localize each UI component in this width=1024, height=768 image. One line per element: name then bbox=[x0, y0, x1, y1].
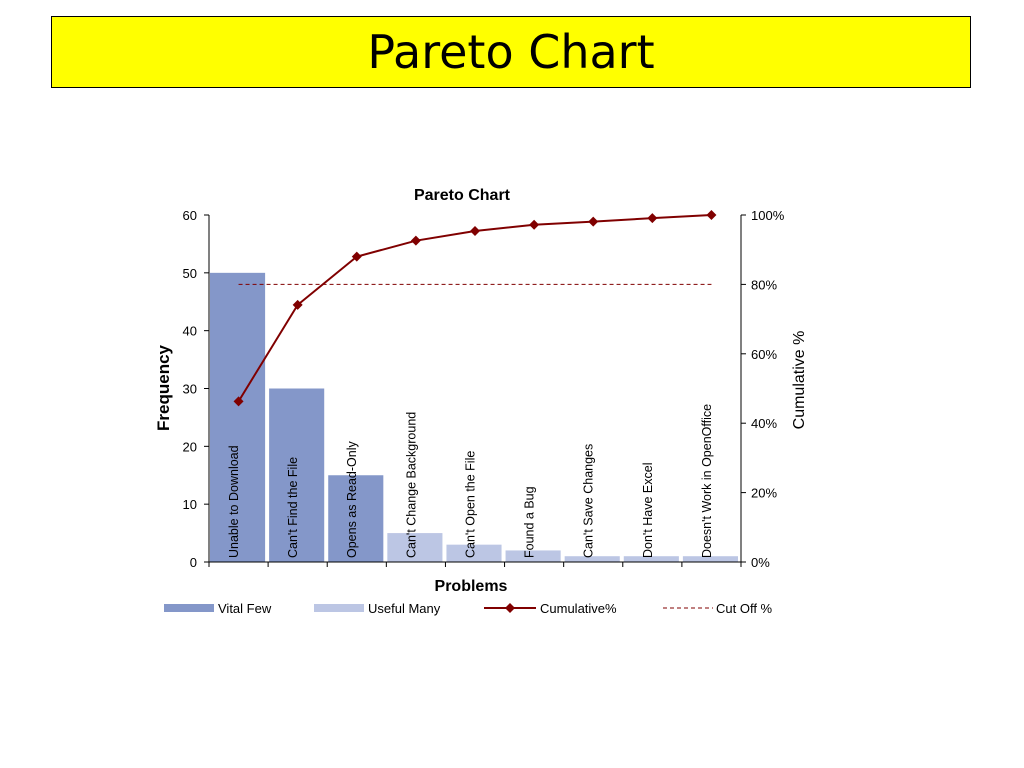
legend-label-vital-few: Vital Few bbox=[218, 601, 272, 616]
bar-vital-few-2 bbox=[328, 475, 384, 562]
bar-vital-few-1 bbox=[269, 388, 325, 562]
bar-useful-many-5 bbox=[505, 550, 561, 562]
legend-swatch-useful-many bbox=[314, 604, 364, 612]
cumulative-point-3 bbox=[410, 235, 421, 246]
y2-axis-label: Cumulative % bbox=[791, 331, 808, 430]
legend-label-cut-off: Cut Off % bbox=[716, 601, 773, 616]
category-label-6: Can't Save Changes bbox=[582, 444, 596, 558]
y2-tick-label: 0% bbox=[751, 555, 770, 570]
category-label-8: Doesn't Work in OpenOffice bbox=[700, 404, 714, 558]
legend-label-cumulative: Cumulative% bbox=[540, 601, 617, 616]
category-label-7: Don't Have Excel bbox=[641, 463, 655, 558]
category-label-4: Can't Open the File bbox=[463, 451, 477, 558]
y-axis-label: Frequency bbox=[154, 344, 173, 431]
y-tick-label: 40 bbox=[183, 324, 197, 339]
bar-useful-many-6 bbox=[564, 556, 620, 562]
cumulative-point-6 bbox=[588, 216, 599, 227]
y-tick-label: 0 bbox=[190, 555, 197, 570]
category-label-2: Opens as Read-Only bbox=[345, 441, 359, 558]
category-label-0: Unable to Download bbox=[227, 445, 241, 558]
cumulative-point-4 bbox=[470, 225, 480, 236]
slide-title-banner: Pareto Chart bbox=[51, 16, 971, 88]
bar-useful-many-8 bbox=[682, 556, 738, 562]
cumulative-point-0 bbox=[233, 396, 244, 407]
y2-tick-label: 80% bbox=[751, 277, 777, 292]
chart-title: Pareto Chart bbox=[414, 187, 511, 204]
y-tick-label: 30 bbox=[183, 382, 197, 397]
cumulative-point-5 bbox=[529, 219, 540, 230]
slide-title: Pareto Chart bbox=[367, 25, 655, 79]
x-axis-label: Problems bbox=[435, 578, 508, 595]
legend-label-useful-many: Useful Many bbox=[368, 601, 441, 616]
bar-useful-many-7 bbox=[623, 556, 679, 562]
y-tick-label: 10 bbox=[183, 497, 197, 512]
y2-tick-label: 40% bbox=[751, 416, 777, 431]
cumulative-point-1 bbox=[292, 299, 303, 310]
cumulative-line bbox=[237, 214, 712, 402]
legend-marker-cumulative bbox=[505, 603, 515, 613]
legend-swatch-vital-few bbox=[164, 604, 214, 612]
y2-tick-label: 20% bbox=[751, 486, 777, 501]
category-label-5: Found a Bug bbox=[523, 486, 537, 558]
y2-tick-label: 60% bbox=[751, 347, 777, 362]
y-tick-label: 20 bbox=[183, 439, 197, 454]
y-tick-label: 50 bbox=[183, 266, 197, 281]
bar-vital-few-0 bbox=[210, 272, 266, 562]
category-label-1: Can't Find the File bbox=[286, 457, 300, 558]
y2-tick-label: 100% bbox=[751, 208, 785, 223]
category-label-3: Can't Change Background bbox=[404, 412, 418, 558]
bar-useful-many-3 bbox=[387, 533, 443, 562]
cumulative-point-8 bbox=[706, 210, 717, 220]
y-tick-label: 60 bbox=[183, 208, 197, 223]
bar-useful-many-4 bbox=[446, 544, 502, 562]
cumulative-point-2 bbox=[351, 251, 362, 262]
cumulative-point-7 bbox=[647, 213, 658, 224]
